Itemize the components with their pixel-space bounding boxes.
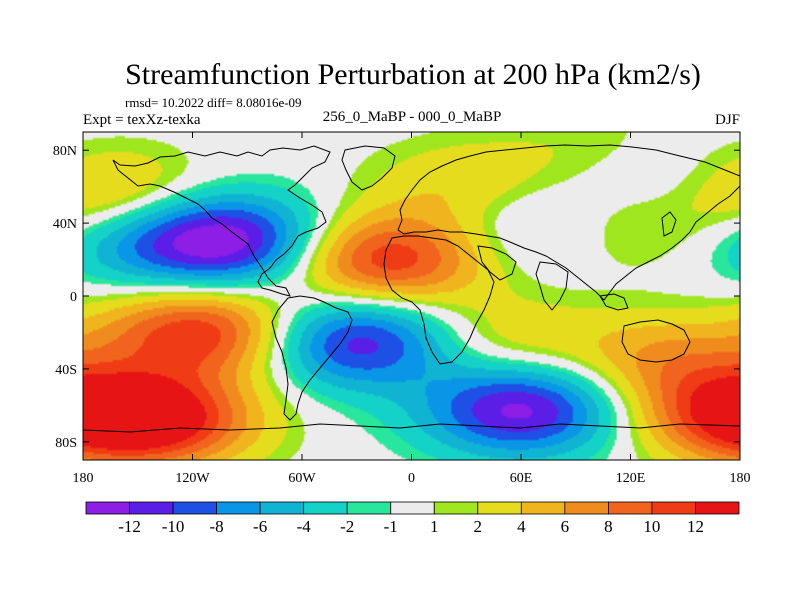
y-tick-label: 80S [55, 436, 77, 451]
colorbar-swatch [216, 501, 261, 515]
colorbar-label: 2 [474, 517, 483, 536]
coast-australia [621, 319, 691, 363]
coastlines [83, 144, 740, 433]
colorbar-label: -8 [210, 517, 224, 536]
colorbar-swatch [564, 501, 609, 515]
coast-eurasia [397, 144, 740, 301]
colorbar-swatch [85, 501, 130, 515]
y-tick-label: 40S [55, 363, 77, 378]
coast-africa [383, 235, 495, 365]
colorbar-swatch [608, 501, 653, 515]
coast-indonesia [599, 293, 629, 311]
y-axis: 80N 40N 0 40S 80S [53, 144, 740, 451]
coast-arabia [477, 245, 517, 281]
colorbar-swatch [303, 501, 348, 515]
colorbar-label: 6 [561, 517, 570, 536]
coast-antarctica [83, 423, 740, 433]
x-axis: 180 120W 60W 0 60E 120E 180 [73, 132, 751, 486]
colorbar-label: -1 [384, 517, 398, 536]
y-tick-label: 40N [53, 217, 77, 232]
coast-india [535, 261, 569, 311]
comparison-label: 256_0_MaBP - 000_0_MaBP [323, 109, 502, 125]
y-tick-label: 80N [53, 144, 77, 159]
colorbar-label: -6 [253, 517, 267, 536]
colorbar-label: -12 [118, 517, 141, 536]
map-panel [83, 132, 740, 460]
colorbar-swatch [695, 501, 740, 515]
colorbar-label: 1 [430, 517, 439, 536]
colorbar-label: -2 [340, 517, 354, 536]
colorbar-swatch [651, 501, 696, 515]
x-tick-label: 120E [616, 471, 646, 486]
colorbar-swatch [346, 501, 392, 515]
streamfunction-field [83, 132, 740, 460]
colorbar-label: 12 [687, 517, 704, 536]
x-tick-label: 60W [288, 471, 316, 486]
colorbar-swatch [172, 501, 217, 515]
y-tick-label: 0 [70, 290, 77, 305]
coast-south-america [271, 295, 353, 421]
colorbar-swatch [259, 501, 305, 515]
stats-label: rmsd= 10.2022 diff= 8.08016e-09 [125, 95, 302, 110]
colorbar-label: 8 [604, 517, 613, 536]
colorbar-swatch [520, 501, 566, 515]
coast-greenland [341, 145, 396, 191]
colorbar-label: 4 [517, 517, 526, 536]
chart-title: Streamfunction Perturbation at 200 hPa (… [125, 58, 701, 91]
colorbar-swatch [433, 501, 479, 515]
x-tick-label: 0 [408, 471, 415, 486]
coast-north-america [112, 145, 331, 297]
coast-japan [661, 211, 677, 237]
x-tick-label: 180 [73, 471, 94, 486]
colorbar-label: -10 [162, 517, 185, 536]
experiment-label: Expt = texXz-texka [83, 112, 201, 128]
colorbar: -12 -10 -8 -6 -4 -2 -1 1 2 4 6 8 10 12 [85, 501, 740, 536]
colorbar-swatch [129, 501, 174, 515]
colorbar-swatch [390, 501, 435, 515]
colorbar-label: -4 [297, 517, 312, 536]
colorbar-swatch [477, 501, 522, 515]
season-label: DJF [715, 112, 740, 128]
colorbar-label: 10 [643, 517, 660, 536]
x-tick-label: 180 [730, 471, 751, 486]
x-tick-label: 60E [510, 471, 533, 486]
x-tick-label: 120W [175, 471, 210, 486]
